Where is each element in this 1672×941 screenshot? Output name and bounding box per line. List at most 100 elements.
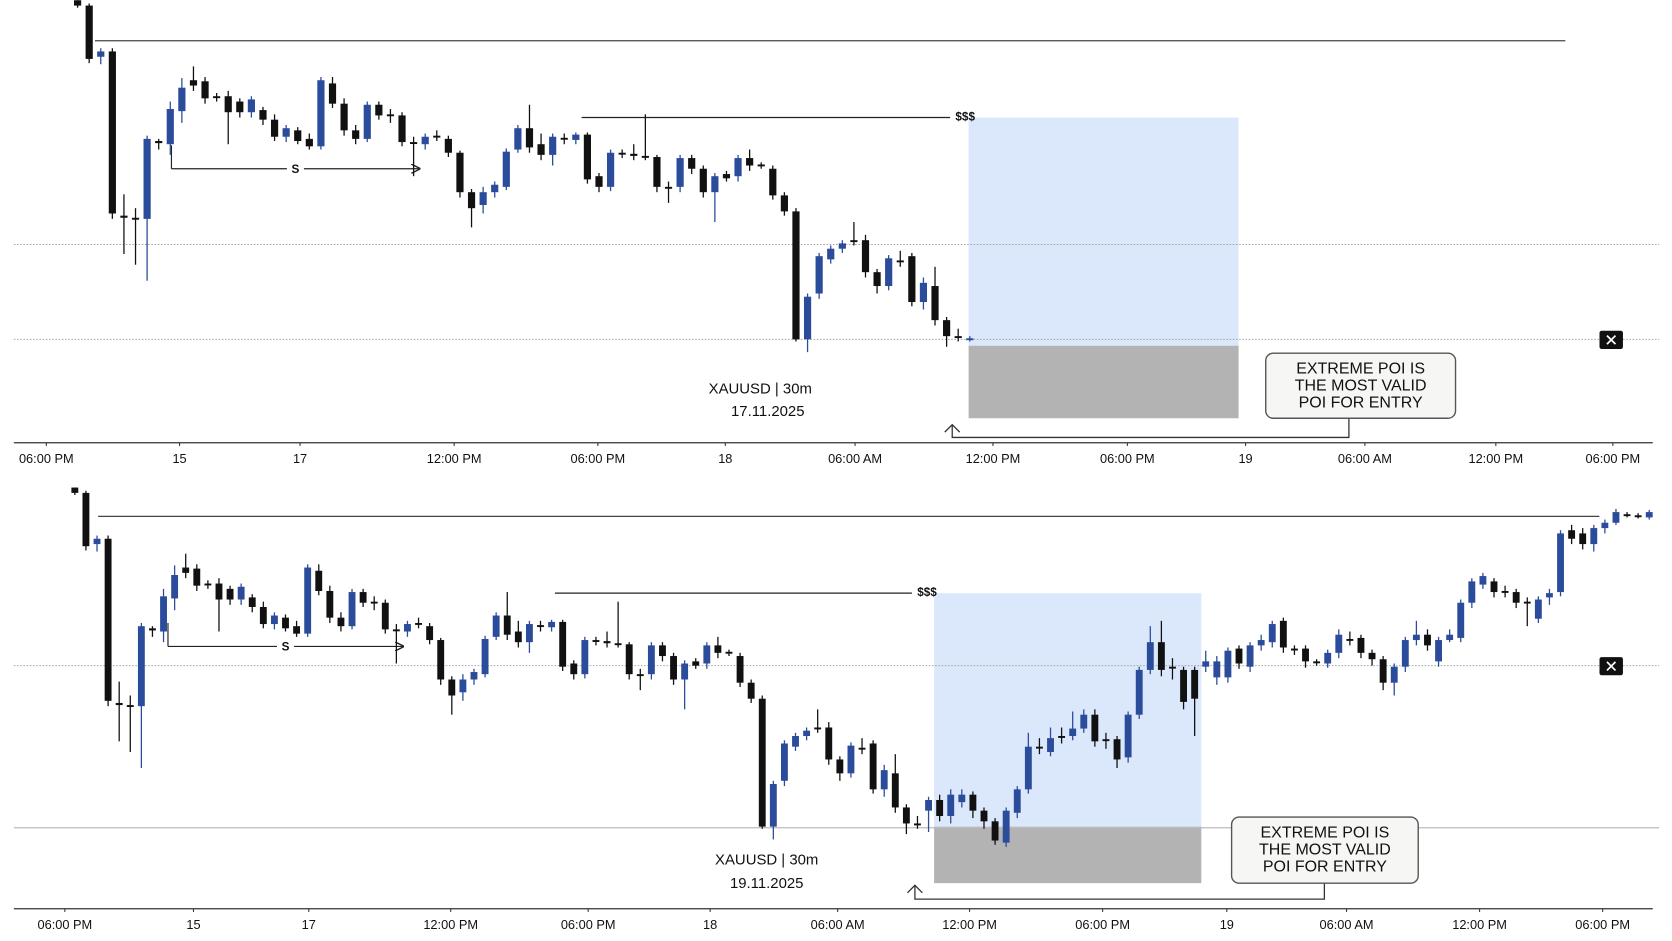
candle-body <box>259 606 267 625</box>
candle-body <box>825 727 833 760</box>
candle-body <box>1080 714 1088 729</box>
x-tick-label: 19 <box>1238 451 1252 466</box>
candle-body <box>115 702 123 706</box>
candle-body <box>155 141 163 144</box>
candle-body <box>236 101 244 113</box>
candle-body <box>581 640 589 675</box>
candle-body <box>885 258 893 287</box>
candle-body <box>572 134 580 140</box>
candle-body <box>215 583 223 600</box>
candle-body <box>1446 634 1454 641</box>
x-tick-label: 06:00 PM <box>1585 451 1640 466</box>
candle-body <box>237 586 245 600</box>
candle-body <box>1069 728 1077 737</box>
candle-body <box>503 615 511 635</box>
candle-body <box>1324 652 1332 664</box>
candle-body <box>108 51 116 214</box>
range-label-bg <box>276 638 295 654</box>
close-button[interactable] <box>1599 657 1623 676</box>
candle-body <box>1435 640 1443 662</box>
candle-body <box>769 168 777 196</box>
candle-body <box>780 195 788 212</box>
candle-body <box>213 96 221 99</box>
candle-body <box>1302 648 1309 662</box>
candle-body <box>1424 634 1431 646</box>
range-label: S <box>282 641 290 654</box>
candle-body <box>352 130 360 139</box>
candle-body <box>410 142 418 144</box>
candle-body <box>363 104 371 139</box>
candle-body <box>104 538 112 701</box>
candle-body <box>1490 581 1498 593</box>
close-button-icon <box>1606 335 1617 345</box>
candle-body <box>126 705 134 708</box>
candle-body <box>725 651 733 654</box>
candle-body <box>980 810 988 822</box>
x-tick-label: 12:00 PM <box>942 917 997 932</box>
close-button[interactable] <box>1599 330 1623 349</box>
x-tick-label: 06:00 PM <box>38 917 93 932</box>
candle-body <box>869 743 877 790</box>
candle-body <box>1180 669 1187 702</box>
candle-body <box>1357 637 1365 653</box>
candle-body <box>433 135 441 138</box>
x-tick-label: 17 <box>302 917 316 932</box>
candle-body <box>149 628 156 631</box>
candle-body <box>97 51 105 57</box>
candle-body <box>1645 512 1653 518</box>
range-label-bg <box>286 161 304 177</box>
candle-body <box>1579 533 1587 545</box>
x-tick-label: 15 <box>172 451 186 466</box>
candle-body <box>259 110 267 120</box>
candle-body <box>711 176 719 193</box>
candle-body <box>734 158 742 177</box>
candle-body <box>1612 512 1620 523</box>
candle-body <box>178 87 186 112</box>
candle-body <box>1523 601 1531 604</box>
annotation-text: POI FOR ENTRY <box>1263 858 1387 875</box>
candle-body <box>398 115 406 143</box>
candle-body <box>606 152 615 187</box>
candle-body <box>780 743 788 781</box>
candle-body <box>248 597 256 607</box>
candle-body <box>502 151 510 187</box>
candle-body <box>1601 522 1609 529</box>
candle-body <box>991 821 999 841</box>
x-tick-label: 06:00 AM <box>1338 451 1392 466</box>
candle-body <box>201 81 209 99</box>
candle-body <box>525 624 533 643</box>
x-tick-label: 15 <box>186 917 200 932</box>
x-tick-label: 06:00 PM <box>561 917 616 932</box>
x-tick-label: 18 <box>703 917 717 932</box>
candle-body <box>1002 810 1010 843</box>
candle-body <box>925 799 932 811</box>
candle-body <box>537 625 544 628</box>
candle-body <box>814 727 822 730</box>
candle-body <box>630 153 638 156</box>
candle-body <box>315 570 323 591</box>
candle-body <box>204 583 212 586</box>
candle-body <box>847 745 855 774</box>
candle-body <box>969 794 977 811</box>
candle-body <box>137 626 145 707</box>
candle-body <box>659 645 666 657</box>
candle-body <box>836 759 844 774</box>
candle-body <box>699 168 707 193</box>
candle-body <box>636 674 644 677</box>
candle-body <box>386 114 395 117</box>
candle-body <box>714 645 722 653</box>
x-tick-label: 06:00 AM <box>1320 917 1374 932</box>
candle-body <box>891 773 899 808</box>
candle-body <box>514 128 522 150</box>
candle-body <box>85 5 93 59</box>
candle-body <box>670 656 677 680</box>
candle-body <box>1202 661 1210 667</box>
candle-body <box>919 282 928 303</box>
candle-body <box>481 638 489 675</box>
candle-body <box>1568 530 1576 539</box>
candle-body <box>479 192 487 205</box>
candle-body <box>1390 666 1398 683</box>
candle-body <box>757 164 765 167</box>
x-tick-label: 12:00 PM <box>1468 451 1523 466</box>
